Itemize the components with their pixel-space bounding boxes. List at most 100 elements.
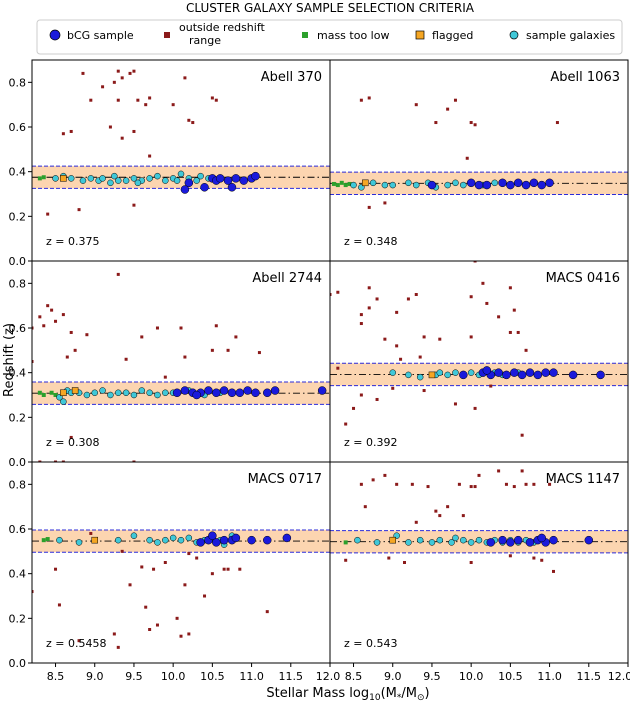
point-outside-range xyxy=(187,632,191,636)
point-outside-range xyxy=(336,290,340,294)
point-outside-range xyxy=(101,85,105,89)
point-outside-range xyxy=(371,478,375,482)
y-tick-label: 0.4 xyxy=(9,568,27,581)
point-outside-range xyxy=(414,520,418,524)
point-bcg xyxy=(215,174,225,183)
legend-entry-2: mass too low xyxy=(302,29,389,42)
panel-5: MACS 1147 z = 0.543 8.5 9.0 9.5 10.0 10.5 11.0 1… xyxy=(329,461,630,683)
point-mass-too-low xyxy=(53,393,58,397)
point-outside-range xyxy=(359,393,363,397)
point-mass-too-low xyxy=(331,181,336,186)
point-sample-galaxy xyxy=(115,177,122,184)
point-mass-too-low xyxy=(41,175,46,180)
point-outside-range xyxy=(69,129,73,133)
point-outside-range xyxy=(257,351,261,355)
point-outside-range xyxy=(524,348,528,352)
point-outside-range xyxy=(54,567,58,571)
point-outside-range xyxy=(214,98,218,102)
point-outside-range xyxy=(352,406,356,410)
legend-label-0: bCG sample xyxy=(67,29,134,42)
point-sample-galaxy xyxy=(373,539,381,546)
panel-frame xyxy=(329,260,629,463)
point-bcg xyxy=(584,535,594,545)
legend-marker-flagged xyxy=(415,30,425,40)
x-tick-label: 9.0 xyxy=(86,670,104,683)
panel-2: Abell 2744 z = 0.308 0.0 0.2 0.4 0.6 0.8 xyxy=(9,260,331,469)
point-outside-range xyxy=(171,103,175,107)
point-outside-range xyxy=(61,460,65,462)
point-bcg xyxy=(227,388,237,398)
point-outside-range xyxy=(234,335,238,339)
point-outside-range xyxy=(540,558,544,562)
point-sample-galaxy xyxy=(169,534,177,542)
point-outside-range xyxy=(406,297,410,301)
point-bcg xyxy=(494,368,503,377)
point-sample-galaxy xyxy=(83,391,91,399)
point-outside-range xyxy=(383,337,387,341)
point-outside-range xyxy=(359,313,363,317)
point-sample-galaxy xyxy=(115,389,122,397)
point-bcg xyxy=(227,183,237,192)
point-mass-too-low xyxy=(37,390,42,395)
point-mass-too-low xyxy=(37,176,42,181)
point-outside-range xyxy=(73,348,77,352)
point-outside-range xyxy=(179,634,183,638)
point-outside-range xyxy=(461,514,465,518)
panel-title: MACS 0717 xyxy=(248,472,322,487)
point-outside-range xyxy=(210,96,214,100)
point-outside-range xyxy=(359,98,363,102)
point-outside-range xyxy=(132,69,136,73)
panel-plot-area xyxy=(330,96,628,209)
point-outside-range xyxy=(457,482,461,486)
panel-plot-area xyxy=(330,469,628,573)
point-sample-galaxy xyxy=(154,539,161,546)
y-tick-label: 0.0 xyxy=(9,255,27,268)
y-tick-label: 0.0 xyxy=(9,456,27,469)
point-sample-galaxy xyxy=(115,536,122,544)
point-outside-range xyxy=(265,610,269,614)
point-outside-range xyxy=(148,154,152,158)
point-flagged xyxy=(362,179,369,187)
point-sample-galaxy xyxy=(452,179,459,187)
point-bcg xyxy=(427,180,437,190)
point-outside-range xyxy=(69,330,73,334)
point-bcg xyxy=(317,386,327,395)
point-sample-galaxy xyxy=(444,371,451,379)
x-tick-label: 11.5 xyxy=(577,670,602,683)
point-mass-too-low xyxy=(343,540,348,545)
legend-marker-sample xyxy=(509,30,519,40)
point-sample-galaxy xyxy=(107,391,114,399)
point-outside-range xyxy=(359,482,363,486)
point-outside-range xyxy=(473,123,477,127)
point-sample-galaxy xyxy=(52,175,59,182)
point-sample-galaxy xyxy=(460,536,467,544)
panel-frame xyxy=(31,59,331,262)
panel-plot-area xyxy=(330,261,628,437)
point-bcg xyxy=(502,370,511,380)
point-outside-range xyxy=(210,348,214,352)
point-sample-galaxy xyxy=(75,539,83,546)
point-outside-range xyxy=(387,556,391,560)
point-bcg xyxy=(466,178,476,188)
point-sample-galaxy xyxy=(389,369,396,376)
x-tick-label: 11.0 xyxy=(537,670,562,683)
point-sample-galaxy xyxy=(452,534,459,542)
point-outside-range xyxy=(516,330,520,334)
point-bcg xyxy=(192,390,201,400)
point-bcg xyxy=(513,178,523,188)
point-outside-range xyxy=(520,469,524,473)
point-outside-range xyxy=(438,337,442,341)
point-sample-galaxy xyxy=(134,179,142,187)
point-outside-range xyxy=(163,561,167,564)
point-sample-galaxy xyxy=(197,172,204,180)
point-outside-range xyxy=(383,201,387,205)
point-outside-range xyxy=(132,129,136,133)
point-sample-galaxy xyxy=(436,536,444,544)
point-bcg xyxy=(251,171,260,181)
point-outside-range xyxy=(226,348,230,352)
x-tick-label: 10.0 xyxy=(459,670,484,683)
x-tick-label: 10.0 xyxy=(161,670,186,683)
point-outside-range xyxy=(512,308,516,312)
